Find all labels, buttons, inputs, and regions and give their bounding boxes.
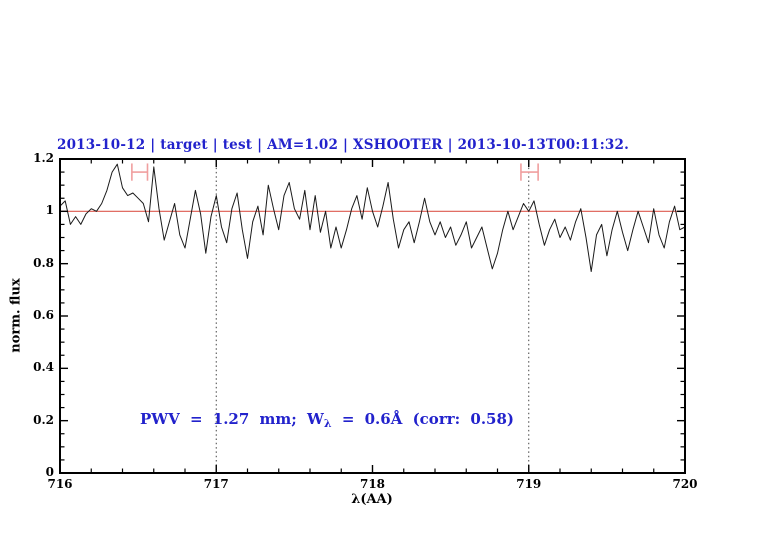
x-tick-label: 716 <box>47 477 73 491</box>
y-tick-label: 0.8 <box>33 255 54 270</box>
y-tick-label: 0.4 <box>33 360 54 375</box>
y-tick-label: 0.2 <box>33 412 54 427</box>
y-tick-label: 1.2 <box>33 151 54 165</box>
pwv-annotation-suffix: = 0.6Å (corr: 0.58) <box>331 410 515 428</box>
y-tick-label: 0 <box>45 465 54 479</box>
pwv-annotation-prefix: PWV = 1.27 mm; W <box>140 410 324 428</box>
x-tick-label: 718 <box>359 477 386 491</box>
y-tick-label: 0.6 <box>33 308 54 322</box>
x-axis-label: λ(AA) <box>351 492 393 507</box>
pwv-annotation-subscript: λ <box>323 417 332 430</box>
x-tick-label: 719 <box>516 477 542 491</box>
spectrum-line <box>59 163 686 272</box>
plot-frame <box>59 158 686 474</box>
x-tick-label: 717 <box>203 477 229 491</box>
plot-title: 2013-10-12 | target | test | AM=1.02 | X… <box>57 137 630 153</box>
x-tick-label: 720 <box>672 477 698 491</box>
y-tick-label: 1 <box>45 203 54 218</box>
pwv-annotation: PWV = 1.27 mm; Wλ = 0.6Å (corr: 0.58) <box>140 410 514 430</box>
